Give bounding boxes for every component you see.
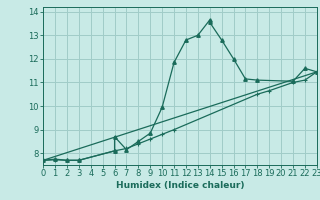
X-axis label: Humidex (Indice chaleur): Humidex (Indice chaleur) — [116, 181, 244, 190]
